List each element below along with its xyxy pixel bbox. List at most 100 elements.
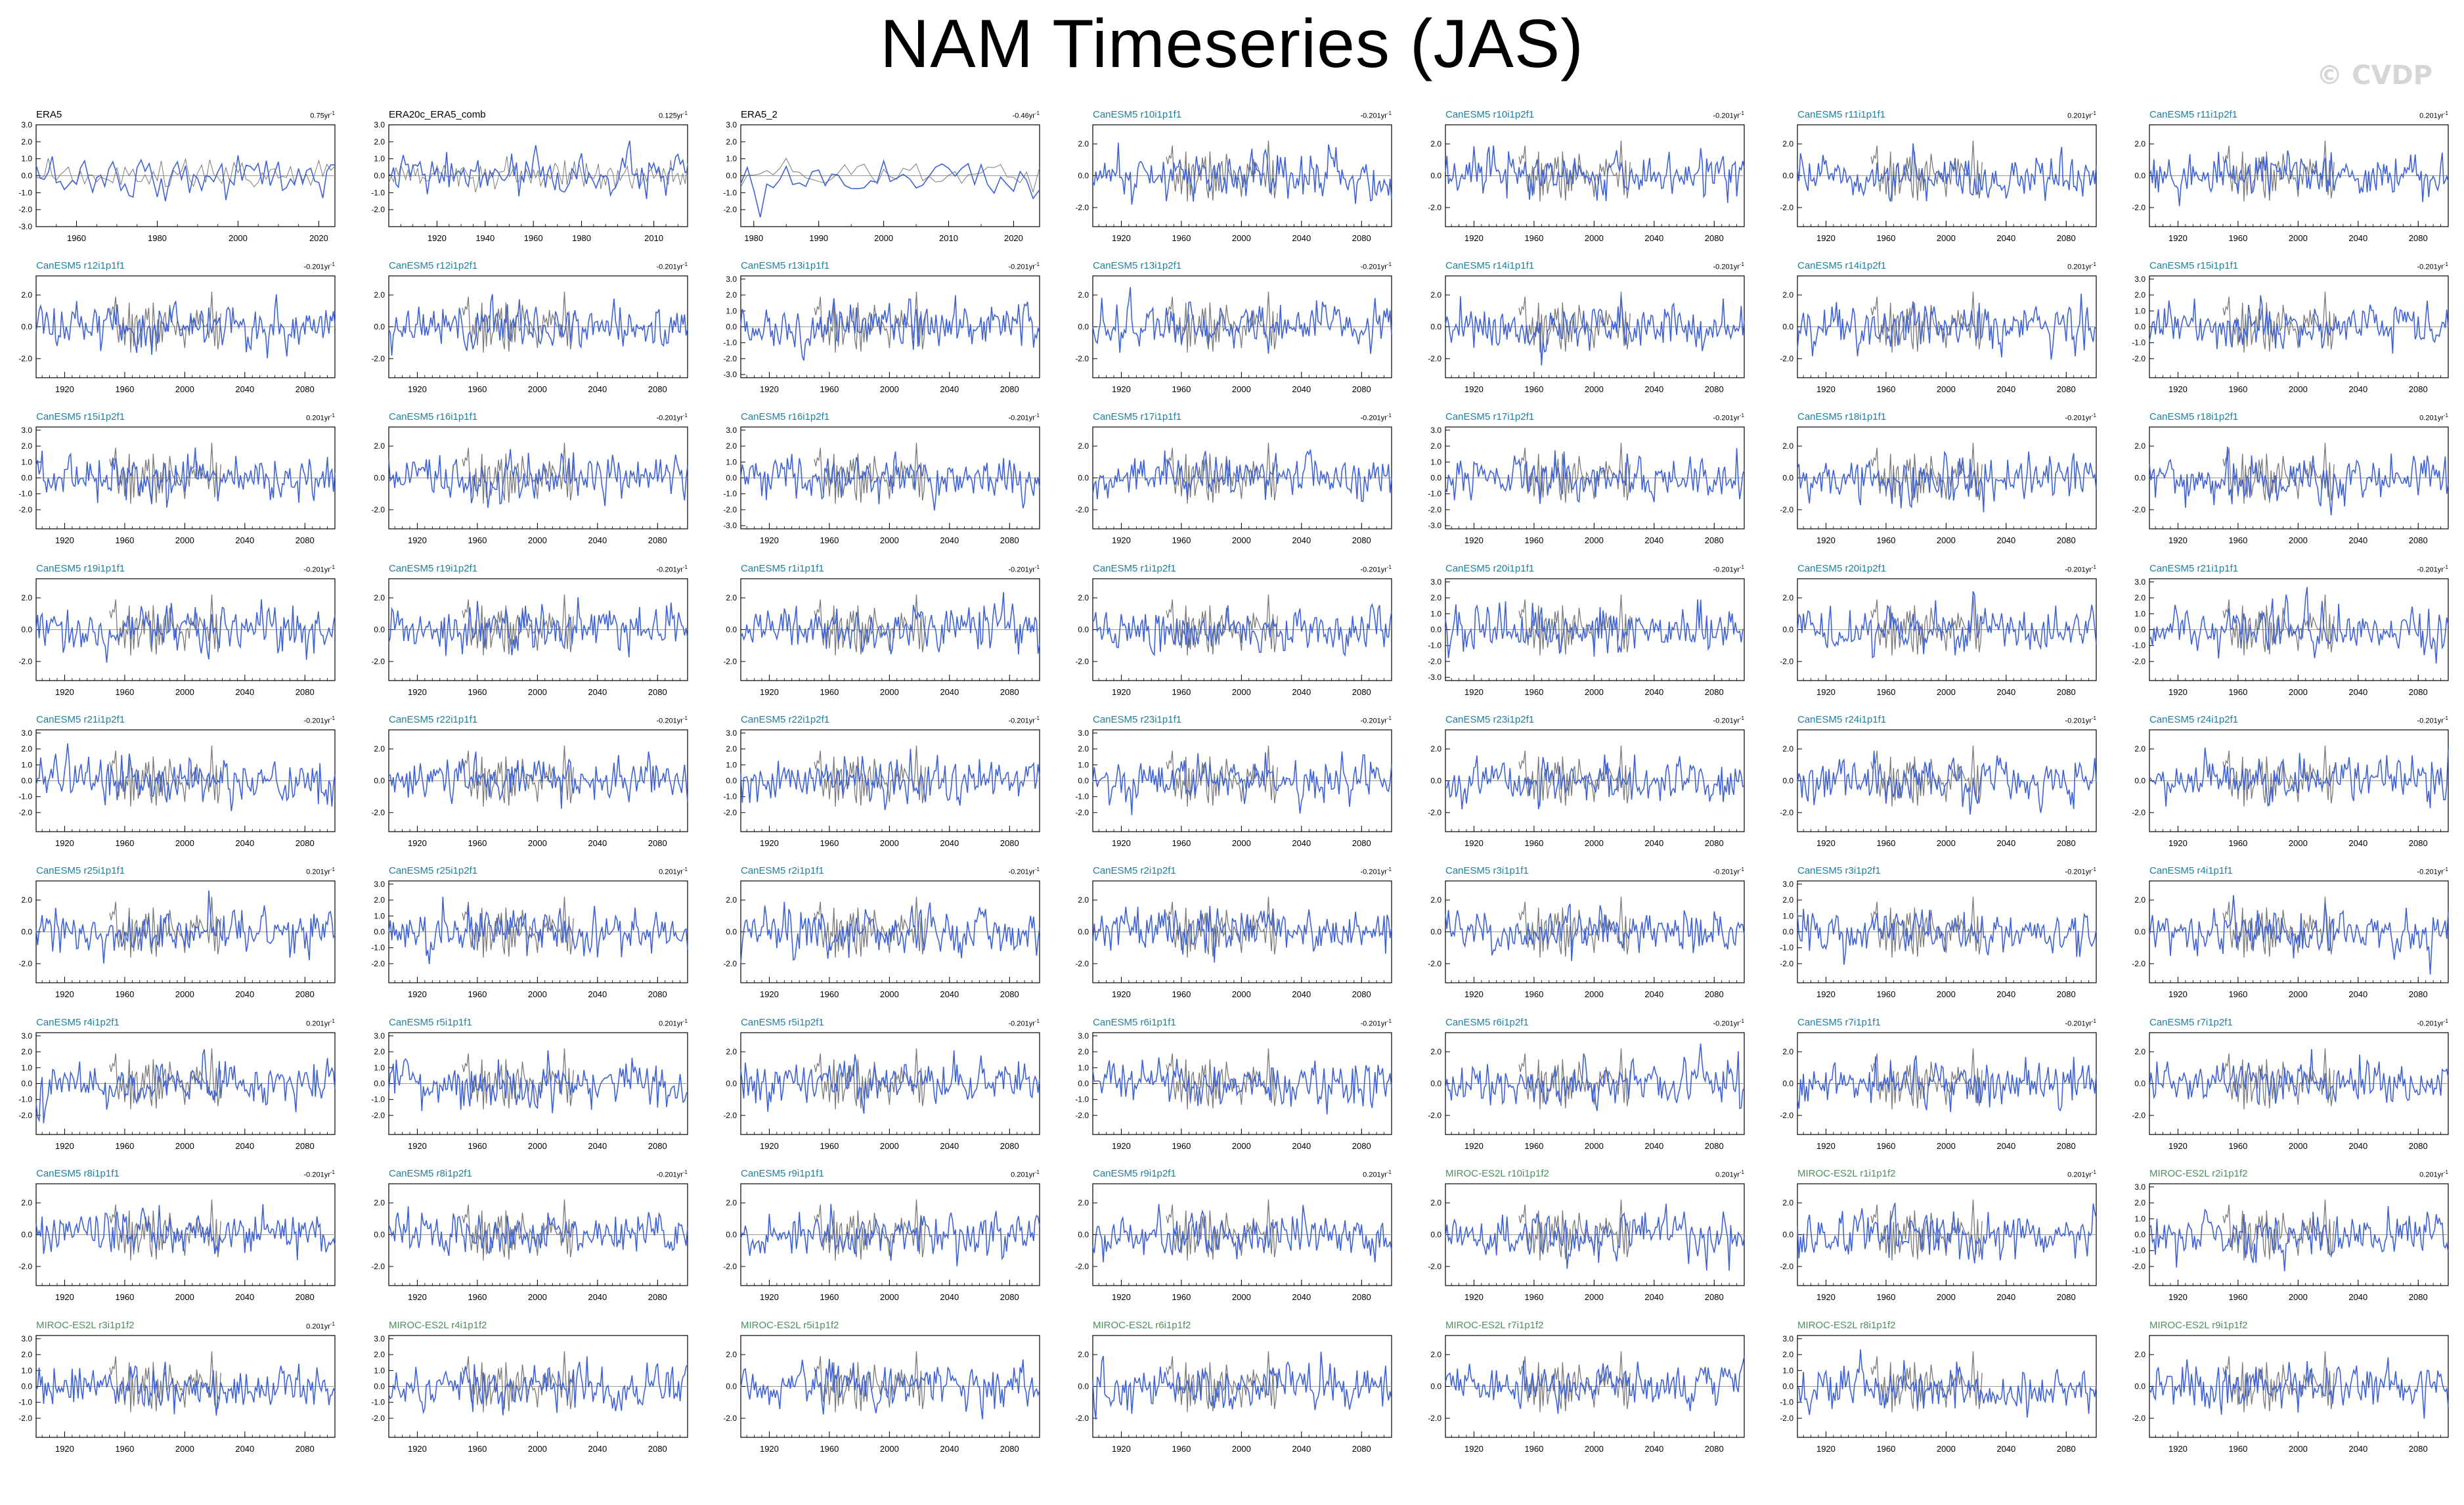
panel-title: ERA5 [36,109,62,120]
chart-panel: CanESM5 r5i1p2f1 -0.201yr-1 2.0 0.0 -2.0 1920… [705,1017,1056,1168]
chart-panel: CanESM5 r14i1p2f1 0.201yr-1 2.0 0.0 -2.0 1920… [1761,260,2113,411]
panel-title: CanESM5 r19i1p2f1 [389,563,478,574]
x-tick-label: 2080 [648,384,667,394]
y-tick-label: -2.0 [1780,505,1793,514]
panel-trend-exponent: -1 [2091,866,2096,872]
panel-trend: -0.201yr-1 [2065,1018,2096,1028]
panel-title: CanESM5 r23i1p2f1 [1445,714,1535,725]
panel-title: CanESM5 r25i1p2f1 [389,865,478,876]
x-tick-label: 2040 [1292,687,1311,697]
x-tick-label: 2000 [1585,233,1604,243]
panel-trend-exponent: -1 [1386,413,1392,418]
panel-trend: -0.201yr-1 [657,413,688,422]
panel-trend: -0.201yr-1 [1713,261,1744,271]
panel-trend: -0.201yr-1 [1361,866,1392,876]
x-tick-label: 1920 [1464,1292,1484,1302]
x-tick-label: 1960 [2228,1444,2247,1454]
panel-trend-exponent: -1 [2091,715,2096,721]
panel-plot: 2.0 0.0 -2.0 1920 1960 2000 2040 2080 [18,1183,336,1302]
y-tick-label: 1.0 [726,457,737,466]
panel-trend: -0.201yr-1 [1009,715,1040,725]
x-tick-label: 1960 [2228,838,2247,848]
y-tick-label: -1.0 [1075,792,1089,801]
y-tick-label: -2.0 [1428,657,1441,666]
y-tick-label: 0.0 [726,474,737,483]
obs-series-line [814,745,926,807]
x-tick-label: 2080 [1000,535,1019,545]
y-tick-label: -2.0 [1428,808,1441,817]
y-tick-label: -2.0 [723,1111,737,1120]
panel-trend-value: 0.125yr [659,112,683,120]
x-tick-label: 1920 [1112,1444,1131,1454]
x-tick-label: 2080 [296,1292,315,1302]
x-tick-label: 1920 [760,1292,779,1302]
y-tick-label: 2.0 [21,441,32,451]
panel-title: CanESM5 r8i1p2f1 [389,1168,472,1179]
panel-trend-exponent: -1 [1386,564,1392,570]
x-tick-label: 1960 [1172,687,1191,697]
x-tick-label: 1960 [115,687,134,697]
y-tick-label: 0.0 [21,1382,32,1391]
y-tick-label: 2.0 [1078,1047,1089,1056]
x-tick-label: 2080 [1000,838,1019,848]
panel-title: CanESM5 r24i1p1f1 [1797,714,1887,725]
y-tick-label: 1.0 [1078,1063,1089,1072]
x-tick-label: 2000 [2289,989,2308,999]
series-line [1092,1351,1392,1420]
y-tick-label: -3.0 [1428,521,1441,530]
series-line [740,159,1040,217]
obs-series-line [1870,594,1983,656]
x-tick-label: 1960 [2228,1292,2247,1302]
panel-title: MIROC-ES2L r2i1p1f2 [2149,1168,2248,1179]
y-tick-label: 1.0 [374,911,385,920]
y-tick-label: 2.0 [2134,744,2145,753]
panel-trend: -0.201yr-1 [1713,110,1744,120]
y-tick-label: -1.0 [723,489,737,499]
panel-plot: 2.0 0.0 -2.0 1920 1960 2000 2040 2080 [1075,1335,1392,1454]
y-tick-label: 2.0 [726,744,737,753]
y-tick-label: 2.0 [1078,895,1089,905]
panel-title: CanESM5 r20i1p1f1 [1445,563,1535,574]
series-line [388,141,688,200]
x-tick-label: 1920 [55,687,74,697]
x-tick-label: 2000 [880,535,899,545]
x-tick-label: 2020 [1004,233,1023,243]
x-tick-label: 2040 [2348,687,2367,697]
x-tick-label: 2040 [1292,384,1311,394]
panel-trend-value: -0.201yr [2065,566,2092,574]
chart-panel: MIROC-ES2L r1i1p1f2 0.201yr-1 2.0 0.0 -2.0 19… [1761,1168,2113,1319]
x-tick-label: 1960 [1172,1444,1191,1454]
chart-panel: CanESM5 r1i1p2f1 -0.201yr-1 2.0 0.0 -2.0 1920… [1057,563,1408,714]
panel-trend: -0.201yr-1 [304,1169,335,1179]
panel-trend-value: -0.201yr [2065,414,2092,422]
panel-trend: -0.201yr-1 [1361,715,1392,725]
series-line [740,901,1040,964]
y-tick-label: 0.0 [1078,928,1089,937]
panel-plot: 3.0 2.0 1.0 0.0 -1.0 -2.0 1980 1990 2000 2010 2020 [723,120,1040,243]
panel-trend: 0.201yr-1 [659,866,688,876]
panel-trend: -0.201yr-1 [1713,413,1744,422]
panel-trend-value: -0.201yr [656,717,683,725]
x-tick-label: 1960 [1524,535,1543,545]
y-tick-label: -2.0 [1428,1414,1441,1423]
panel-trend-value: -0.201yr [1713,1020,1740,1028]
x-tick-label: 2080 [648,989,667,999]
chart-panel: CanESM5 r8i1p1f1 -0.201yr-1 2.0 0.0 -2.0 1920… [0,1168,351,1319]
panel-trend-value: -0.201yr [1713,414,1740,422]
x-tick-label: 2000 [175,384,194,394]
panel-trend-value: 0.201yr [1011,1171,1035,1179]
y-tick-label: -2.0 [2132,1414,2145,1423]
x-tick-label: 2000 [1232,1444,1251,1454]
obs-series-line [2222,1351,2335,1412]
y-tick-label: 3.0 [2134,275,2145,284]
x-tick-label: 2040 [2348,535,2367,545]
y-tick-label: 1.0 [1430,457,1441,466]
x-tick-label: 1920 [1816,687,1836,697]
x-tick-label: 1960 [115,838,134,848]
x-tick-label: 2000 [1585,535,1604,545]
x-tick-label: 1980 [572,233,591,243]
x-tick-label: 2000 [1232,687,1251,697]
panel-trend: 0.201yr-1 [2067,261,2096,271]
chart-panel: CanESM5 r19i1p1f1 -0.201yr-1 2.0 0.0 -2.0 192… [0,563,351,714]
y-tick-label: -1.0 [1780,943,1793,953]
